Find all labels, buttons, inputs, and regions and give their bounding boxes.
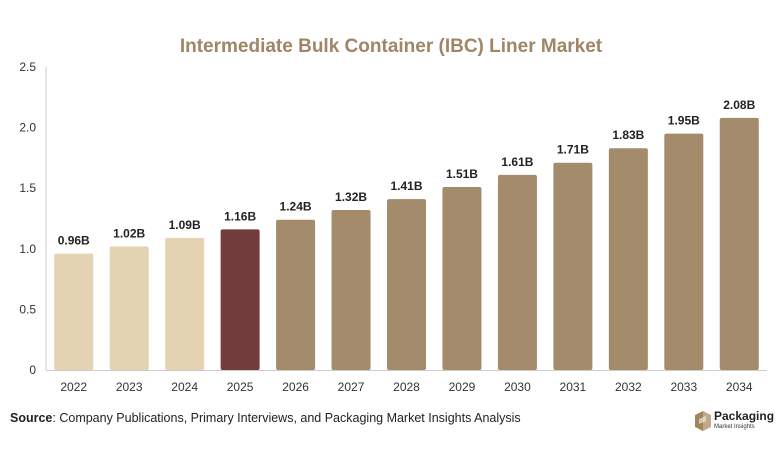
x-tick-label-2024: 2024 — [171, 380, 198, 394]
data-label-2034: 2.08B — [723, 98, 755, 112]
data-label-2030: 1.61B — [501, 155, 533, 169]
logo-name: Packaging — [714, 409, 775, 423]
x-axis: 2022 2023 2024 2025 2026 2027 2028 2029 2030 2031… — [46, 370, 767, 394]
x-tick-label-2028: 2028 — [393, 380, 420, 394]
bars — [54, 117, 759, 371]
data-label-2028: 1.41B — [390, 179, 422, 193]
x-tick-label-2032: 2032 — [615, 380, 642, 394]
bar-2025 — [220, 229, 260, 370]
data-label-2027: 1.32B — [335, 190, 367, 204]
y-tick-label: 2.5 — [19, 60, 36, 74]
bar-2034 — [719, 117, 759, 371]
bar-2024 — [165, 237, 205, 370]
bar-2028 — [387, 199, 426, 370]
chart: Intermediate Bulk Container (IBC) Liner … — [19, 36, 767, 394]
data-label-2032: 1.83B — [612, 128, 644, 142]
bar-2027 — [331, 210, 371, 370]
x-tick-label-2027: 2027 — [338, 380, 365, 394]
data-label-2033: 1.95B — [668, 114, 700, 128]
x-tick-label-2029: 2029 — [449, 380, 476, 394]
x-tick-label-2022: 2022 — [60, 380, 87, 394]
data-labels: 0.96B 1.02B 1.09B 1.16B 1.24B 1.32B 1.41B 1.51B… — [58, 98, 756, 248]
x-tick-label-2033: 2033 — [670, 380, 697, 394]
bar-2032 — [608, 148, 648, 370]
y-tick-label: 1.5 — [19, 181, 36, 195]
x-tick-label-2030: 2030 — [504, 380, 531, 394]
bar-2030 — [497, 174, 537, 370]
data-label-2022: 0.96B — [58, 234, 90, 248]
x-tick-label-2031: 2031 — [560, 380, 587, 394]
y-tick-label: 0 — [29, 363, 36, 377]
y-tick-label: 0.5 — [19, 302, 36, 316]
source-text: : Company Publications, Primary Intervie… — [52, 411, 521, 425]
y-axis: 0 0.5 1.0 1.5 2.0 2.5 — [19, 60, 47, 377]
logo-subtitle: Market Insights — [714, 424, 755, 430]
data-label-2026: 1.24B — [280, 200, 312, 214]
source-label: Source — [10, 411, 53, 425]
bar-2033 — [664, 133, 704, 370]
bar-2023 — [109, 246, 149, 370]
bar-2029 — [442, 186, 482, 370]
x-tick-label-2034: 2034 — [726, 380, 753, 394]
y-tick-label: 1.0 — [19, 242, 36, 256]
data-label-2025: 1.16B — [224, 209, 256, 223]
data-label-2029: 1.51B — [446, 167, 478, 181]
company-logo: Packaging Market Insights — [694, 408, 774, 436]
x-tick-label-2026: 2026 — [282, 380, 309, 394]
source-note: Source: Company Publications, Primary In… — [10, 411, 521, 425]
data-label-2031: 1.71B — [557, 143, 589, 157]
chart-title: Intermediate Bulk Container (IBC) Liner … — [180, 36, 603, 57]
bar-2022 — [54, 253, 94, 370]
bar-2031 — [553, 162, 593, 370]
data-label-2024: 1.09B — [169, 218, 201, 232]
bar-2026 — [276, 219, 316, 370]
x-tick-label-2023: 2023 — [116, 380, 143, 394]
y-tick-label: 2.0 — [19, 121, 36, 135]
x-tick-label-2025: 2025 — [227, 380, 254, 394]
box-icon — [695, 411, 711, 431]
data-label-2023: 1.02B — [113, 226, 145, 240]
